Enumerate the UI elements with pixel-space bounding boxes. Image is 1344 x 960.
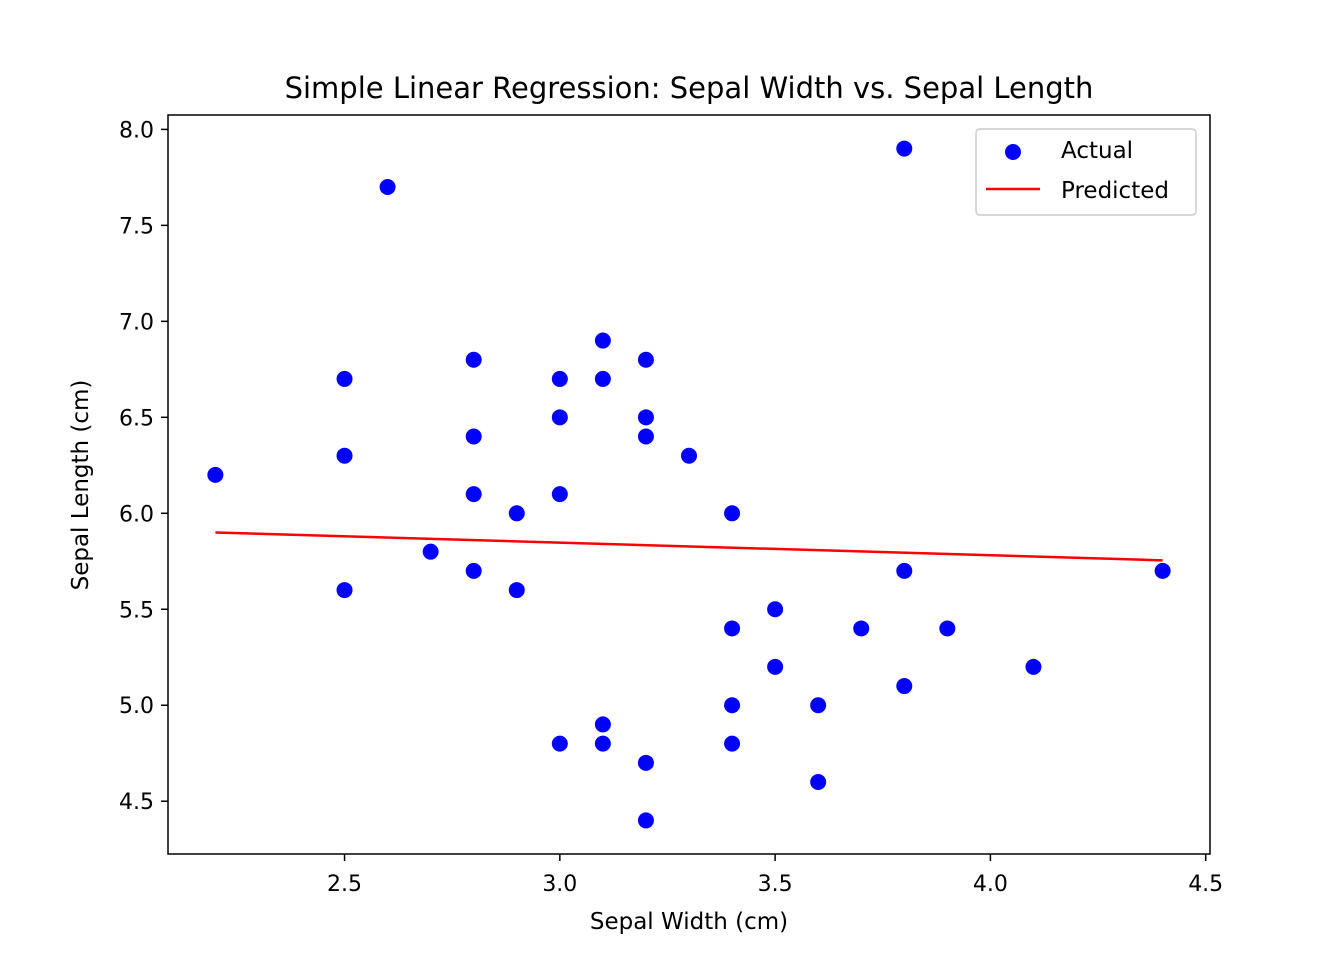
- legend: Actual Predicted: [975, 128, 1197, 216]
- data-point-actual: [681, 447, 697, 464]
- data-point-actual: [724, 505, 741, 522]
- y-tick-label: 4.5: [119, 790, 154, 815]
- chart-title: Simple Linear Regression: Sepal Width vs…: [285, 71, 1094, 105]
- data-point-actual: [724, 697, 741, 714]
- y-axis-ticks: 4.5 5.0 5.5 6.0 6.5 7.0 7.5 8.0: [119, 118, 168, 815]
- y-tick-label: 7.0: [119, 310, 154, 335]
- data-point-actual: [207, 466, 224, 483]
- data-point-actual: [896, 678, 913, 695]
- data-point-actual: [810, 774, 827, 791]
- data-point-actual: [594, 332, 611, 349]
- data-point-actual: [1025, 658, 1042, 675]
- data-point-actual: [853, 620, 870, 637]
- data-point-actual: [939, 620, 956, 637]
- data-point-actual: [637, 428, 654, 445]
- data-point-actual: [508, 582, 525, 599]
- data-point-actual: [551, 370, 568, 387]
- data-point-actual: [637, 409, 654, 426]
- x-tick-label: 2.5: [327, 872, 362, 897]
- data-point-actual: [551, 486, 568, 503]
- data-point-actual: [1154, 562, 1171, 579]
- y-tick-label: 5.0: [119, 694, 154, 719]
- data-point-actual: [336, 582, 353, 599]
- plot-area: [207, 140, 1171, 829]
- data-point-actual: [551, 409, 568, 426]
- y-tick-label: 6.0: [119, 502, 154, 527]
- series-layer: [207, 140, 1171, 829]
- y-axis-label: Sepal Length (cm): [68, 380, 94, 591]
- data-point-actual: [465, 351, 482, 368]
- data-point-actual: [637, 754, 654, 771]
- x-tick-label: 4.0: [973, 872, 1008, 897]
- plot-frame: [167, 114, 1211, 855]
- data-point-actual: [724, 735, 741, 752]
- y-tick-label: 5.5: [119, 598, 154, 623]
- data-point-actual: [422, 543, 439, 560]
- legend-label-actual: Actual: [1061, 138, 1133, 164]
- y-tick-label: 7.5: [119, 214, 154, 239]
- x-axis-label: Sepal Width (cm): [590, 909, 788, 935]
- data-point-actual: [594, 370, 611, 387]
- x-tick-label: 3.0: [542, 872, 577, 897]
- y-tick-label: 6.5: [119, 406, 154, 431]
- legend-label-predicted: Predicted: [1061, 178, 1169, 204]
- x-axis-ticks: 2.5 3.0 3.5 4.0 4.5: [327, 854, 1223, 897]
- x-tick-label: 3.5: [758, 872, 793, 897]
- data-point-actual: [336, 370, 353, 387]
- x-tick-label: 4.5: [1188, 872, 1223, 897]
- data-point-actual: [637, 351, 654, 368]
- data-point-actual: [594, 735, 611, 752]
- data-point-actual: [379, 178, 396, 195]
- data-point-actual: [767, 601, 784, 618]
- data-point-actual: [724, 620, 741, 637]
- data-point-actual: [336, 447, 353, 464]
- data-point-actual: [465, 486, 482, 503]
- data-point-actual: [767, 658, 784, 675]
- legend-box: [975, 128, 1197, 216]
- data-point-actual: [594, 716, 611, 733]
- data-point-actual: [551, 735, 568, 752]
- data-point-actual: [637, 812, 654, 829]
- data-point-actual: [465, 562, 482, 579]
- data-point-actual: [465, 428, 482, 445]
- data-point-actual: [896, 562, 913, 579]
- data-point-actual: [896, 140, 913, 157]
- regression-line-predicted: [215, 531, 1163, 562]
- y-tick-label: 8.0: [119, 118, 154, 143]
- legend-marker-actual: [1005, 144, 1021, 160]
- data-point-actual: [508, 505, 525, 522]
- data-point-actual: [810, 697, 827, 714]
